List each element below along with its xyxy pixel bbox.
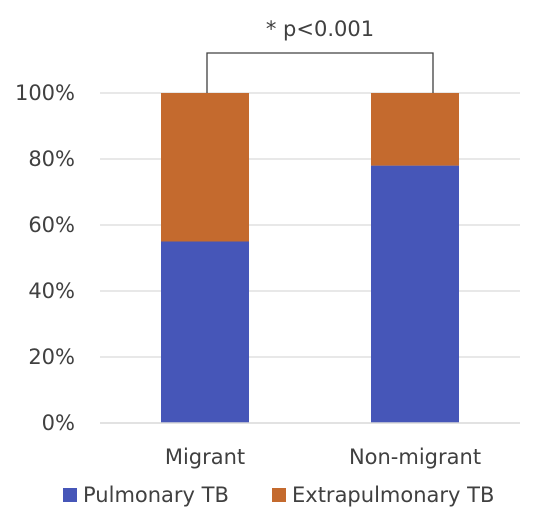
legend-label: Extrapulmonary TB — [292, 483, 494, 507]
y-tick-label: 80% — [28, 147, 75, 171]
y-tick-label: 40% — [28, 279, 75, 303]
bar-migrant-extrapulmonary-tb — [161, 93, 249, 242]
x-category-label: Non-migrant — [349, 445, 481, 469]
x-axis-category-labels: Migrant Non-migrant — [165, 445, 481, 469]
bar-migrant-pulmonary-tb — [161, 241, 249, 423]
y-tick-label: 0% — [42, 411, 75, 435]
legend-label: Pulmonary TB — [83, 483, 229, 507]
bracket-line — [206, 52, 434, 93]
y-tick-label: 100% — [15, 81, 75, 105]
x-category-label: Migrant — [165, 445, 245, 469]
y-tick-label: 60% — [28, 213, 75, 237]
significance-label: * p<0.001 — [266, 17, 374, 41]
legend: Pulmonary TB Extrapulmonary TB — [63, 483, 494, 507]
bar-non-migrant-extrapulmonary-tb — [371, 93, 459, 166]
bars — [161, 93, 459, 423]
significance-bracket: * p<0.001 — [206, 17, 434, 93]
legend-swatch — [272, 488, 286, 502]
bar-non-migrant-pulmonary-tb — [371, 165, 459, 423]
y-axis-tick-labels: 0% 20% 40% 60% 80% 100% — [15, 81, 75, 435]
y-tick-label: 20% — [28, 345, 75, 369]
legend-swatch — [63, 488, 77, 502]
